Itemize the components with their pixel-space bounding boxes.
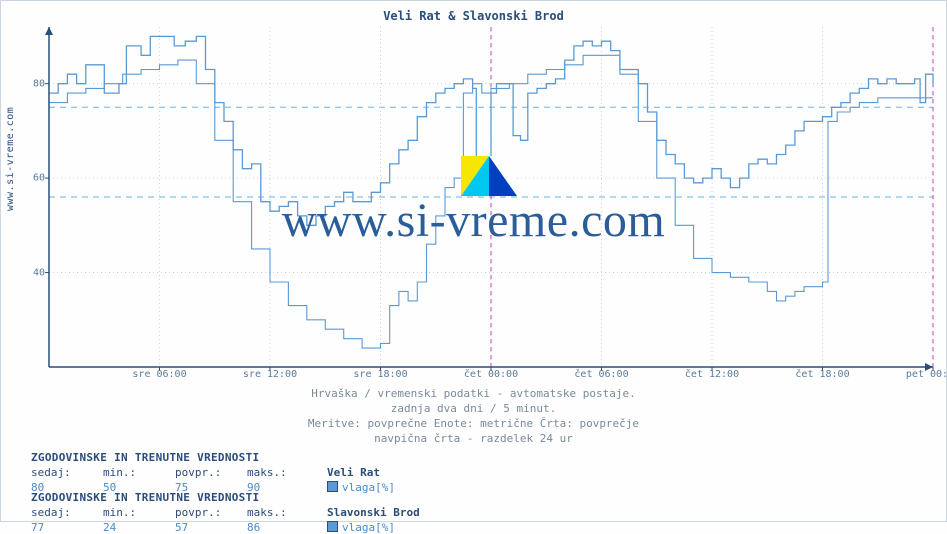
- stats-val-max: 86: [247, 521, 319, 534]
- stats-label-avg: povpr.:: [175, 506, 247, 519]
- x-tick-label: čet 12:00: [685, 369, 739, 380]
- stats-label-max: maks.:: [247, 506, 319, 519]
- y-axis-ticks: 40 60 80: [23, 27, 45, 367]
- series-name: Slavonski Brod: [327, 506, 420, 519]
- stats-block-1: ZGODOVINSKE IN TRENUTNE VREDNOSTI sedaj:…: [31, 451, 395, 494]
- subtitle-line: navpična črta - razdelek 24 ur: [1, 432, 946, 447]
- y-tick-label: 40: [33, 267, 45, 278]
- stats-label-max: maks.:: [247, 466, 319, 479]
- stats-label-avg: povpr.:: [175, 466, 247, 479]
- site-label-vertical: www.si-vreme.com: [5, 107, 16, 211]
- stats-header: ZGODOVINSKE IN TRENUTNE VREDNOSTI: [31, 451, 395, 464]
- subtitle-line: zadnja dva dni / 5 minut.: [1, 402, 946, 417]
- chart-title: Veli Rat & Slavonski Brod: [1, 9, 946, 23]
- chart-plot-area: [49, 27, 933, 367]
- stats-label-min: min.:: [103, 506, 175, 519]
- x-tick-label: sre 12:00: [243, 369, 297, 380]
- subtitle-line: Hrvaška / vremenski podatki - avtomatske…: [1, 387, 946, 402]
- x-axis-ticks: sre 06:00 sre 12:00 sre 18:00 čet 00:00 čet …: [49, 369, 933, 383]
- x-tick-label: pet 00:00: [906, 369, 947, 380]
- stats-header: ZGODOVINSKE IN TRENUTNE VREDNOSTI: [31, 491, 420, 504]
- series-swatch-icon: [327, 521, 338, 532]
- series-name: Veli Rat: [327, 466, 380, 479]
- series-measure: vlaga[%]: [342, 521, 395, 534]
- stats-label-min: min.:: [103, 466, 175, 479]
- x-tick-label: sre 18:00: [353, 369, 407, 380]
- x-tick-label: čet 00:00: [464, 369, 518, 380]
- stats-val-min: 24: [103, 521, 175, 534]
- stats-val-avg: 57: [175, 521, 247, 534]
- x-tick-label: čet 18:00: [795, 369, 849, 380]
- stats-label-now: sedaj:: [31, 506, 103, 519]
- x-tick-label: čet 06:00: [574, 369, 628, 380]
- chart-svg: [49, 27, 933, 367]
- y-tick-label: 80: [33, 78, 45, 89]
- y-tick-label: 60: [33, 173, 45, 184]
- stats-block-2: ZGODOVINSKE IN TRENUTNE VREDNOSTI sedaj:…: [31, 491, 420, 534]
- chart-subtitle: Hrvaška / vremenski podatki - avtomatske…: [1, 387, 946, 446]
- subtitle-line: Meritve: povprečne Enote: metrične Črta:…: [1, 417, 946, 432]
- stats-val-now: 77: [31, 521, 103, 534]
- x-tick-label: sre 06:00: [132, 369, 186, 380]
- stats-label-now: sedaj:: [31, 466, 103, 479]
